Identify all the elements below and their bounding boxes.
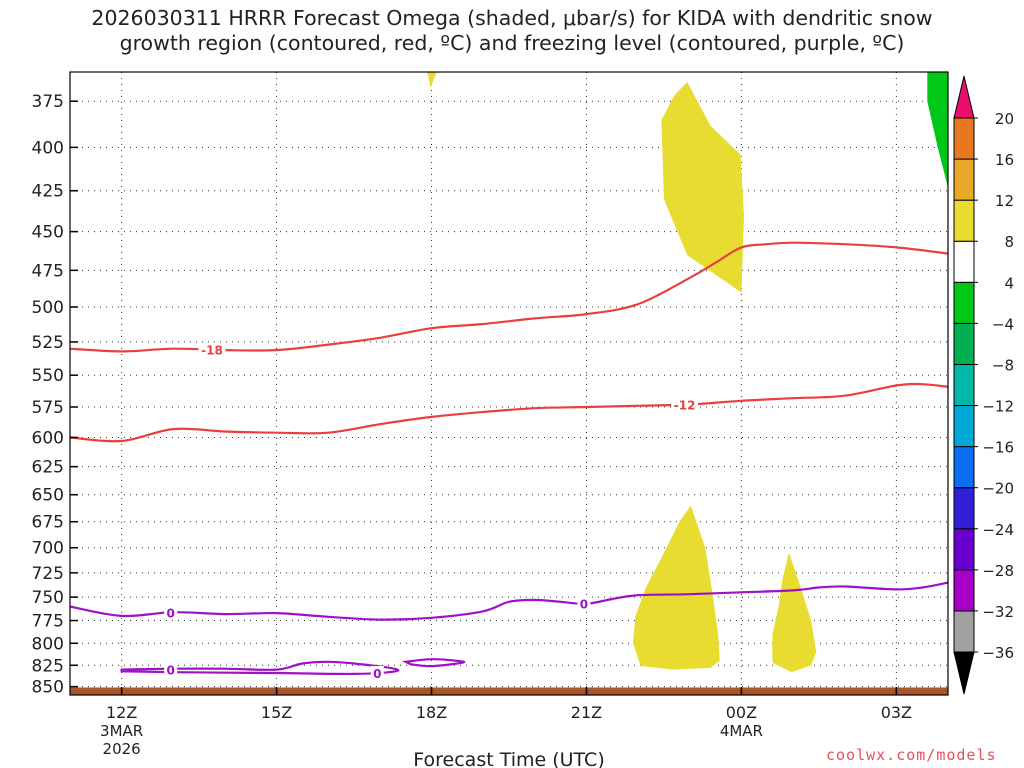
dendritic-label-0-bg — [198, 342, 226, 357]
colorbar-over-triangle — [953, 75, 975, 119]
colorbar-label--16: −16 — [982, 439, 1014, 457]
colorbar-label--8: −8 — [992, 356, 1014, 374]
ground-surface — [70, 687, 948, 695]
freezing-label-main-1: 0 — [164, 605, 178, 620]
colorbar-segment--28-to--24 — [953, 528, 975, 571]
colorbar-under-triangle — [953, 651, 975, 695]
colorbar-label--4: −4 — [992, 315, 1014, 333]
freezing-label-main-1-text: 0 — [167, 606, 175, 620]
y-tick-label-750: 750 — [32, 588, 64, 608]
colorbar-label-4: 4 — [1004, 274, 1014, 292]
omega-positive-4-8-lower-center — [633, 505, 720, 670]
colorbar-segment--4-to-4 — [953, 281, 975, 324]
colorbar-segment--36-to--32 — [953, 610, 975, 653]
y-tick-label-400: 400 — [32, 138, 64, 158]
dendritic-label-0-text: -18 — [201, 344, 223, 358]
colorbar-label-16: 16 — [995, 151, 1014, 169]
colorbar-label--20: −20 — [982, 480, 1014, 498]
y-tick-label-575: 575 — [32, 398, 64, 418]
colorbar: −36 −32 −28 −24 −20 −16 −12 −8 −4 4 8 12 16 20 — [953, 75, 1014, 695]
x-tick-sublabel-3MAR: 3MAR — [100, 722, 143, 740]
y-tick-label-775: 775 — [32, 612, 64, 632]
y-tick-label-550: 550 — [32, 366, 64, 386]
colorbar-label-20: 20 — [995, 110, 1014, 128]
y-tick-label-675: 675 — [32, 513, 64, 533]
x-tick-label-15Z: 15Z — [261, 703, 292, 722]
dendritic-contour--18 — [70, 241, 948, 353]
colorbar-label--24: −24 — [982, 521, 1014, 539]
x-tick-sublabel-2026: 2026 — [103, 740, 141, 758]
colorbar-label--36: −36 — [982, 644, 1014, 662]
colorbar-segment-8-to-12 — [953, 199, 975, 242]
y-tick-label-800: 800 — [32, 634, 64, 654]
y-tick-label-450: 450 — [32, 223, 64, 243]
x-tick-label-03Z: 03Z — [881, 703, 912, 722]
colorbar-label-8: 8 — [1004, 233, 1014, 251]
freezing-label-main-2: 0 — [577, 596, 591, 612]
dendritic-label-0: -18 — [198, 342, 226, 358]
colorbar-label-12: 12 — [995, 192, 1014, 210]
colorbar-segment-16-to-20 — [953, 117, 975, 160]
colorbar-label--28: −28 — [982, 562, 1014, 580]
colorbar-label--32: −32 — [982, 603, 1014, 621]
chart-title-line-1: 2026030311 HRRR Forecast Omega (shaded, … — [91, 6, 933, 30]
freezing-contour-0 — [70, 581, 948, 621]
y-tick-label-600: 600 — [32, 428, 64, 448]
freezing-label-main-2-bg — [577, 596, 591, 611]
colorbar-label--12: −12 — [982, 398, 1014, 416]
omega-positive-4-8-lower-right — [772, 552, 817, 673]
dendritic-label-1-bg — [671, 397, 699, 412]
colorbar-segment--12-to--8 — [953, 363, 975, 407]
y-tick-label-425: 425 — [32, 182, 64, 202]
freezing-label-closed-1: 0 — [164, 662, 178, 678]
freezing-label-closed-1-bg — [164, 662, 178, 677]
y-tick-label-375: 375 — [32, 92, 64, 112]
y-tick-label-500: 500 — [32, 298, 64, 318]
chart-title: 2026030311 HRRR Forecast Omega (shaded, … — [0, 6, 1024, 56]
dendritic-contour--12 — [70, 382, 948, 443]
gridlines — [70, 72, 948, 695]
y-tick-label-525: 525 — [32, 333, 64, 353]
y-tick-label-650: 650 — [32, 486, 64, 506]
omega-positive-4-8-upper — [661, 81, 744, 293]
y-tick-label-850: 850 — [32, 678, 64, 698]
freezing-label-main-1-bg — [164, 605, 178, 620]
freezing-contour-3 — [401, 658, 466, 668]
y-axis: 375 400 425 450 475 500 525 550 575 600 625 650 675 7… — [32, 92, 78, 698]
freezing-contour-1 — [120, 660, 400, 676]
freezing-label-closed-1-text: 0 — [167, 664, 175, 678]
omega-positive-4-8-upper-left — [427, 72, 437, 88]
x-tick-label-18Z: 18Z — [416, 703, 447, 722]
y-tick-label-725: 725 — [32, 564, 64, 584]
y-tick-label-625: 625 — [32, 458, 64, 478]
freezing-label-closed-2-bg — [370, 666, 384, 681]
site-credit: coolwx.com/models — [826, 746, 997, 764]
colorbar-segment--32-to--28 — [953, 569, 975, 612]
x-tick-label-00Z: 00Z — [726, 703, 757, 722]
colorbar-segment--8-to--4 — [953, 322, 975, 365]
colorbar-segment--24-to--20 — [953, 487, 975, 530]
y-tick-label-700: 700 — [32, 539, 64, 559]
x-tick-label-21Z: 21Z — [571, 703, 602, 722]
x-tick-sublabel-4MAR: 4MAR — [720, 722, 763, 740]
colorbar-segment-12-to-16 — [953, 158, 975, 201]
x-tick-label-12Z: 12Z — [106, 703, 137, 722]
freezing-label-closed-2-text: 0 — [373, 667, 381, 681]
colorbar-segment-4-to-8 — [953, 240, 975, 283]
freezing-label-closed-2: 0 — [370, 666, 384, 681]
freezing-label-main-2-text: 0 — [580, 598, 588, 612]
dendritic-label-1: -12 — [671, 397, 699, 413]
x-axis-title: Forecast Time (UTC) — [413, 749, 604, 768]
y-tick-label-825: 825 — [32, 656, 64, 676]
colorbar-segment--20-to--16 — [953, 446, 975, 489]
plot-frame — [69, 71, 949, 696]
dendritic-label-1-text: -12 — [674, 399, 696, 413]
plot-area: -18 -12 0 0 0 0 — [70, 72, 948, 695]
chart-title-line-2: growth region (contoured, red, ºC) and f… — [119, 31, 905, 55]
y-tick-label-475: 475 — [32, 261, 64, 281]
omega-negative-4-8-upper-right — [927, 72, 948, 188]
colorbar-segment--16-to--12 — [953, 405, 975, 448]
